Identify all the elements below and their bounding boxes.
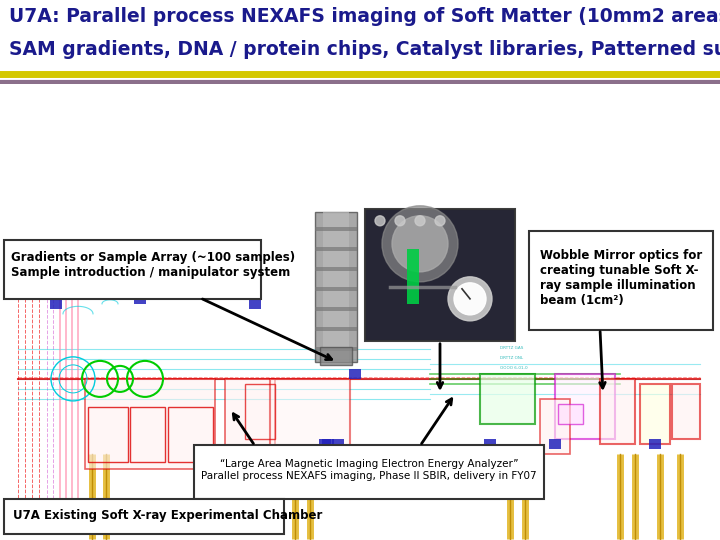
Bar [315,327,357,331]
Bar [484,439,496,449]
Bar [649,439,661,449]
Text: U7A Existing Soft X-ray Experimental Chamber: U7A Existing Soft X-ray Experimental Cha… [13,509,323,522]
Circle shape [375,216,385,226]
Circle shape [448,277,492,321]
FancyBboxPatch shape [4,499,284,534]
Bar [540,399,570,454]
Bar [87,244,99,254]
Bar [323,212,349,362]
Bar [130,407,165,462]
Bar [319,439,331,449]
Bar [407,249,419,304]
Circle shape [382,206,458,282]
Bar [270,379,350,479]
Bar [85,379,215,469]
Text: Wobble Mirror optics for
creating tunable Soft X-
ray sample illumination
beam (: Wobble Mirror optics for creating tunabl… [540,249,702,307]
Bar [315,347,357,351]
Bar [315,247,357,251]
Text: U7A: Parallel process NEXAFS imaging of Soft Matter (10mm2 areas): U7A: Parallel process NEXAFS imaging of … [9,7,720,26]
Bar [672,384,700,439]
Bar [320,347,352,365]
Bar [365,209,515,341]
Bar [168,407,213,462]
Bar [315,287,357,291]
Bar [480,374,535,424]
Circle shape [435,216,445,226]
Text: Gradients or Sample Array (~100 samples)
Sample introduction / manipulator syste: Gradients or Sample Array (~100 samples)… [11,251,295,279]
Bar [555,374,615,439]
Bar [225,379,275,454]
Bar [134,294,146,304]
Bar [315,307,357,311]
Bar [558,404,583,424]
Bar [349,369,361,379]
Bar [322,439,334,449]
Text: DRTTZ ONL: DRTTZ ONL [500,356,523,360]
Bar [88,407,128,462]
Circle shape [454,283,486,315]
Bar [640,384,670,444]
Bar [600,379,635,444]
Text: DRTTZ GAS: DRTTZ GAS [500,346,523,350]
Circle shape [395,216,405,226]
Bar [624,299,636,309]
Text: SAM gradients, DNA / protein chips, Catalyst libraries, Patterned surfaces: SAM gradients, DNA / protein chips, Cata… [9,40,720,59]
Bar [50,299,62,309]
FancyBboxPatch shape [4,240,261,299]
Bar [245,384,275,439]
Circle shape [415,216,425,226]
Circle shape [392,216,448,272]
Bar [315,267,357,271]
Text: “Large Area Magnetic Imaging Electron Energy Analyzer”
Parallel process NEXAFS i: “Large Area Magnetic Imaging Electron En… [201,459,537,481]
Bar [315,212,357,362]
Bar [249,299,261,309]
FancyBboxPatch shape [529,231,713,330]
Bar [549,439,561,449]
Bar [332,439,344,449]
FancyBboxPatch shape [194,445,544,499]
Bar [315,227,357,231]
Text: OOOO 6-01-0: OOOO 6-01-0 [500,366,528,370]
